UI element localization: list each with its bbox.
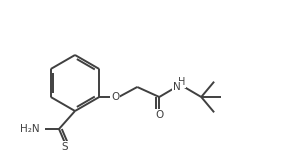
Text: O: O [111,92,119,102]
Text: H₂N: H₂N [20,124,40,134]
Text: N: N [173,82,181,92]
Text: H: H [178,77,185,87]
Text: O: O [155,110,163,120]
Text: S: S [62,142,68,152]
